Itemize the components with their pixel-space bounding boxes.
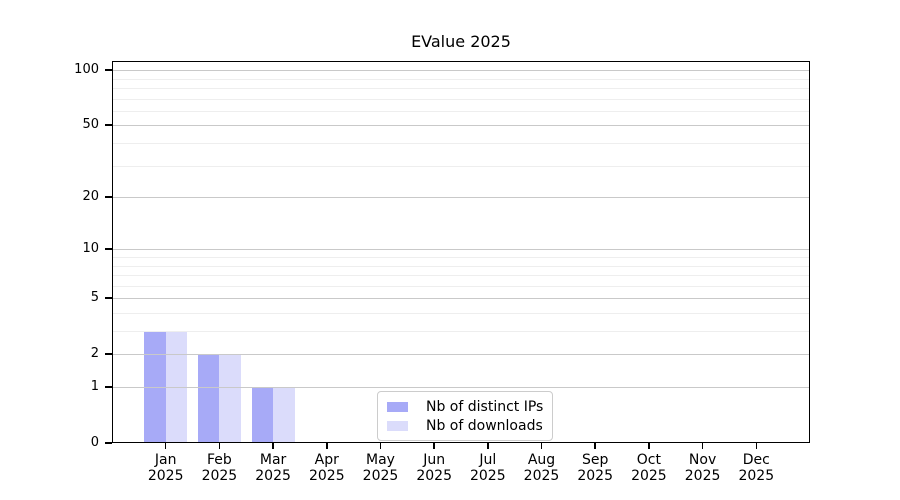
y-tick-mark [105, 124, 112, 126]
x-tick-month: Aug [527, 452, 556, 468]
x-tick-mark [755, 443, 758, 449]
x-tick-year: 2025 [738, 468, 775, 484]
x-tick-month: Mar [259, 452, 287, 468]
gridline-minor [112, 98, 810, 100]
gridline-major [112, 70, 810, 72]
x-tick-month: Apr [314, 452, 339, 468]
x-tick-label: Dec 2025 [716, 452, 796, 484]
x-tick-month: Jul [479, 452, 497, 468]
x-tick-month: Dec [742, 452, 770, 468]
y-tick-label: 5 [90, 290, 99, 306]
y-tick-mark [105, 353, 112, 355]
x-tick-mark [701, 443, 704, 449]
legend: Nb of distinct IPs Nb of downloads [377, 391, 554, 441]
x-tick-label: Nov 2025 [663, 452, 743, 484]
gridline-major [112, 125, 810, 127]
gridline-major [112, 249, 810, 251]
x-tick-month: Jan [154, 452, 177, 468]
legend-row: Nb of distinct IPs [387, 397, 543, 416]
y-tick-mark [105, 196, 112, 198]
x-tick-month: Sep [581, 452, 609, 468]
x-tick-mark [648, 443, 650, 449]
x-tick-year: 2025 [255, 468, 291, 484]
y-tick-label: 10 [82, 241, 99, 257]
gridline-major [112, 298, 810, 300]
y-tick-label: 2 [90, 346, 99, 362]
x-tick-label: Apr 2025 [287, 452, 367, 484]
x-tick-mark [272, 443, 274, 449]
gridline-major [112, 197, 810, 198]
x-tick-mark [594, 443, 596, 449]
bar [197, 354, 220, 443]
x-tick-label: Jul 2025 [448, 452, 528, 484]
x-tick-label: Oct 2025 [609, 452, 689, 484]
gridline-minor [112, 275, 810, 276]
x-tick-year: 2025 [416, 468, 452, 484]
x-tick-mark [164, 443, 167, 449]
x-tick-year: 2025 [201, 468, 238, 484]
gridline-major [112, 387, 810, 388]
gridline-minor [112, 142, 810, 144]
x-tick-month: May [366, 452, 395, 468]
x-tick-year: 2025 [631, 468, 667, 484]
x-tick-year: 2025 [362, 468, 399, 484]
gridline-minor [112, 110, 810, 112]
gridline-minor [112, 256, 810, 258]
bar [219, 354, 241, 443]
y-tick-mark [105, 297, 112, 299]
x-tick-mark [218, 443, 221, 449]
x-tick-year: 2025 [684, 468, 721, 484]
y-tick-mark [105, 248, 112, 250]
y-tick-mark [105, 442, 112, 444]
legend-row: Nb of downloads [387, 416, 543, 435]
x-tick-year: 2025 [308, 468, 345, 484]
x-tick-mark [433, 443, 435, 449]
gridline-minor [112, 165, 810, 167]
gridline-minor [112, 265, 810, 267]
gridline-minor [112, 285, 810, 287]
y-tick-mark [105, 69, 112, 71]
x-tick-label: Sep 2025 [555, 452, 635, 484]
gridline-minor [112, 78, 810, 80]
x-tick-label: Feb 2025 [179, 452, 259, 484]
legend-label: Nb of distinct IPs [426, 398, 544, 415]
x-tick-month: Oct [636, 452, 661, 468]
legend-swatch [387, 401, 408, 412]
x-tick-mark [487, 443, 489, 449]
x-tick-year: 2025 [577, 468, 613, 484]
x-tick-mark [540, 443, 543, 449]
x-tick-mark [379, 443, 382, 449]
x-tick-year: 2025 [469, 468, 506, 484]
x-tick-year: 2025 [147, 468, 184, 484]
plot-area [112, 61, 810, 443]
legend-label: Nb of downloads [426, 417, 543, 434]
y-tick-label: 50 [82, 117, 99, 133]
x-tick-label: Jun 2025 [394, 452, 474, 484]
gridline-major [112, 354, 810, 356]
x-tick-label: May 2025 [341, 452, 421, 484]
y-tick-label: 20 [82, 189, 99, 204]
x-tick-month: Jun [423, 452, 446, 468]
x-tick-year: 2025 [523, 468, 560, 484]
y-tick-mark [105, 386, 112, 388]
gridline-minor [112, 87, 810, 89]
x-tick-label: Mar 2025 [233, 452, 313, 484]
x-tick-month: Nov [688, 452, 717, 468]
x-tick-label: Aug 2025 [502, 452, 582, 484]
chart-title: EValue 2025 [411, 32, 511, 51]
y-tick-label: 100 [74, 62, 99, 78]
bar [273, 387, 295, 443]
bar [251, 387, 274, 443]
legend-swatch [387, 420, 408, 431]
x-tick-label: Jan 2025 [126, 452, 206, 484]
x-tick-month: Feb [206, 452, 232, 468]
gridline-minor [112, 331, 810, 332]
y-tick-label: 1 [90, 379, 99, 394]
y-tick-label: 0 [90, 435, 99, 450]
x-tick-mark [326, 443, 328, 449]
gridline-minor [112, 312, 810, 314]
